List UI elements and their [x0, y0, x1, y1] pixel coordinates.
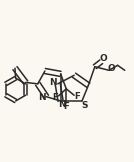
Text: F: F — [52, 93, 58, 102]
Text: S: S — [82, 101, 88, 110]
Text: N: N — [58, 100, 66, 110]
Text: O: O — [107, 64, 115, 73]
Text: F: F — [74, 92, 80, 101]
Text: N: N — [49, 78, 57, 87]
Text: N: N — [38, 93, 46, 102]
Text: O: O — [99, 54, 107, 63]
Text: F: F — [63, 102, 69, 111]
